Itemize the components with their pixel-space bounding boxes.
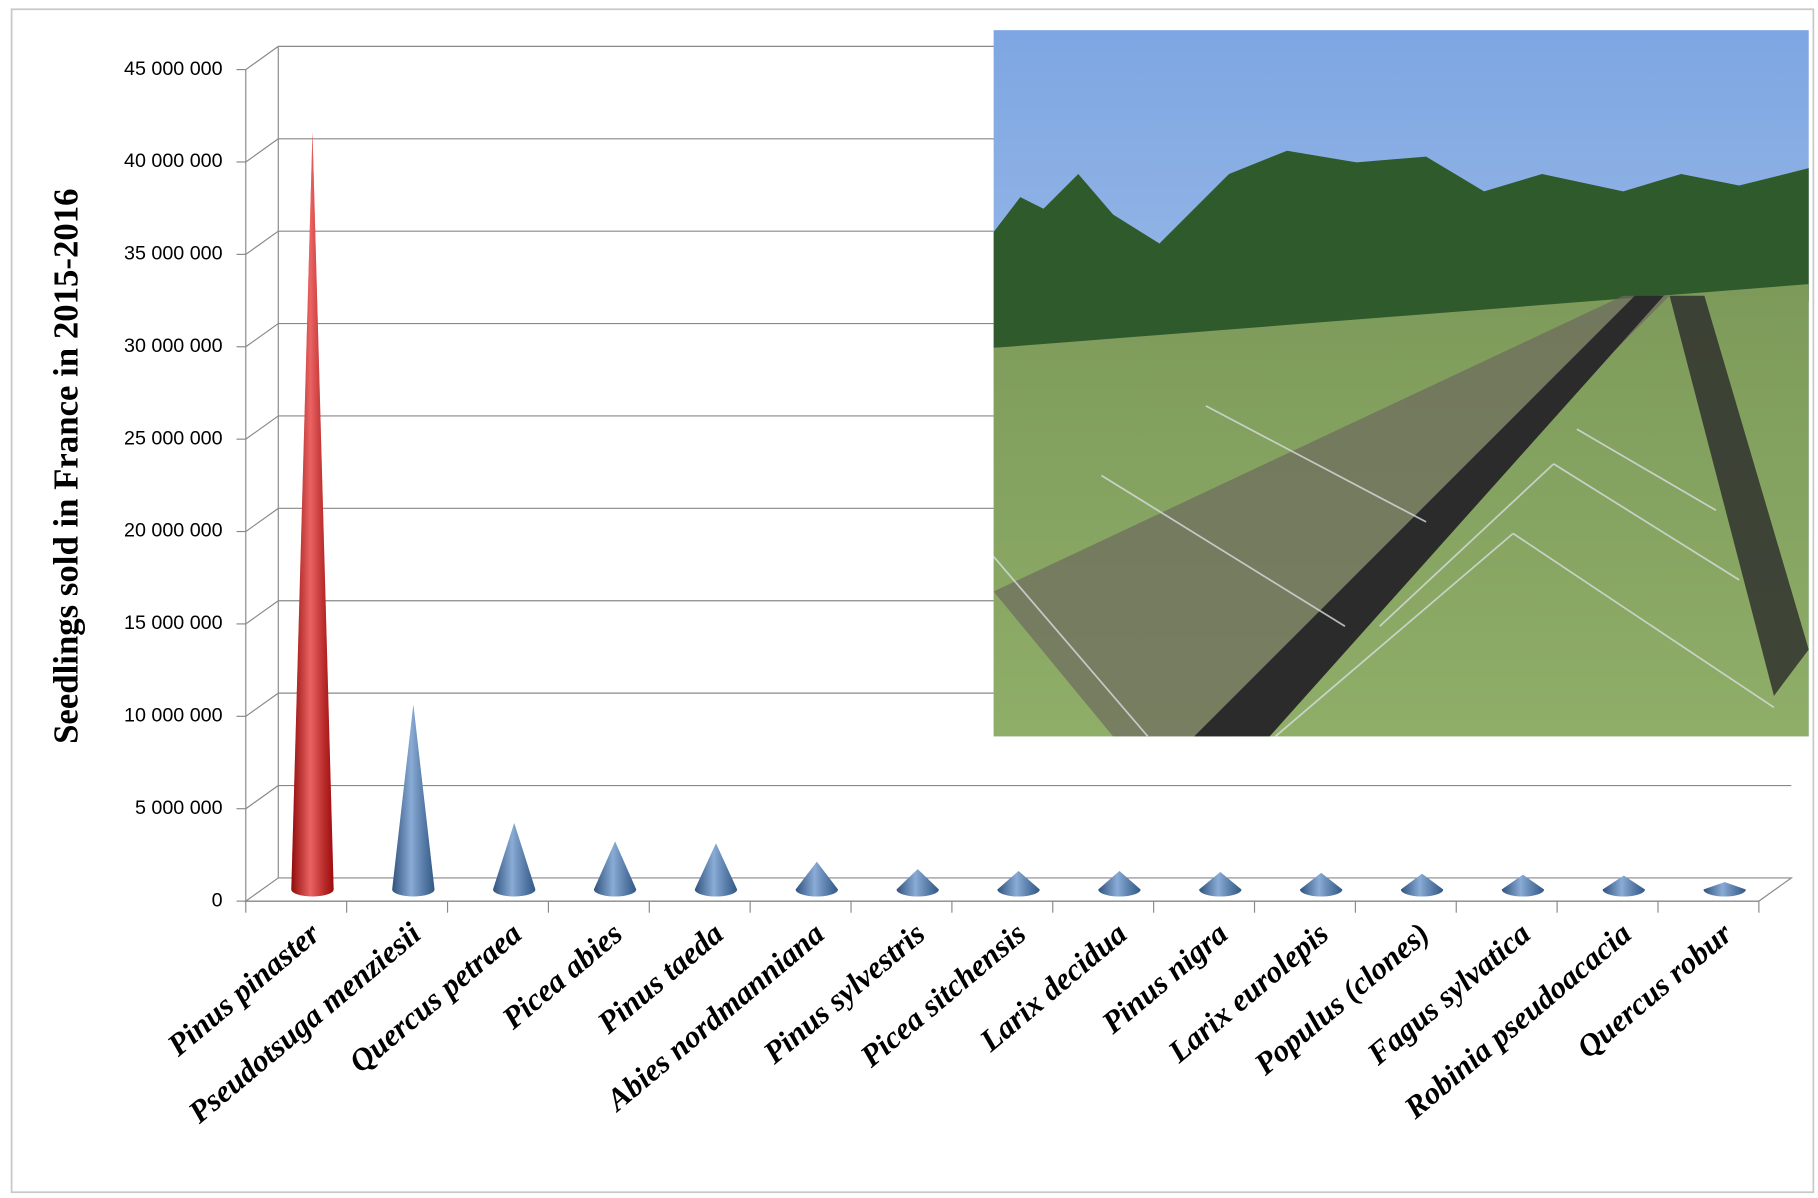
y-tick-label: 15 000 000 — [124, 612, 223, 634]
cone-shade — [593, 841, 637, 897]
y-tick-label: 25 000 000 — [124, 427, 223, 449]
grid-line — [245, 230, 279, 255]
cone-shade — [997, 871, 1040, 897]
y-tick-label: 40 000 000 — [124, 150, 223, 172]
cone-shade — [1703, 882, 1746, 897]
cone-shade — [392, 704, 435, 897]
frame — [10, 8, 1815, 1194]
cone-shade — [896, 869, 939, 897]
cone-shade — [493, 822, 536, 897]
cone-shade — [1098, 871, 1141, 897]
cone-shade — [694, 843, 738, 897]
cone-shade — [1199, 871, 1242, 897]
x-tick-label: Quercus petraea — [342, 916, 528, 1080]
cone-shade — [1501, 874, 1545, 897]
grid-line — [245, 138, 279, 163]
y-tick-label: 35 000 000 — [124, 243, 223, 265]
cone-shade — [1602, 875, 1645, 897]
cone-shade — [1400, 873, 1444, 897]
grid-line — [245, 692, 279, 717]
y-tick-label: 5 000 000 — [135, 797, 223, 819]
y-tick-label: 20 000 000 — [124, 520, 223, 542]
grid-line — [245, 323, 279, 348]
grid-line — [245, 785, 279, 810]
y-tick-label: 45 000 000 — [124, 58, 223, 80]
cone-shade — [291, 131, 334, 897]
grid-line — [245, 600, 279, 625]
photo-inset — [992, 30, 1809, 738]
y-tick-label: 0 — [212, 889, 223, 911]
cone-shade — [1299, 872, 1343, 897]
y-axis-title: Seedlings sold in France in 2015-2016 — [47, 189, 86, 744]
grid-line — [245, 415, 279, 440]
x-tick-label: Populus (clones) — [1247, 916, 1436, 1083]
grid-line — [245, 507, 279, 533]
grid-line — [245, 45, 279, 71]
y-tick-label: 10 000 000 — [124, 705, 223, 727]
y-tick-label: 30 000 000 — [124, 335, 223, 357]
cone-shade — [795, 861, 839, 897]
